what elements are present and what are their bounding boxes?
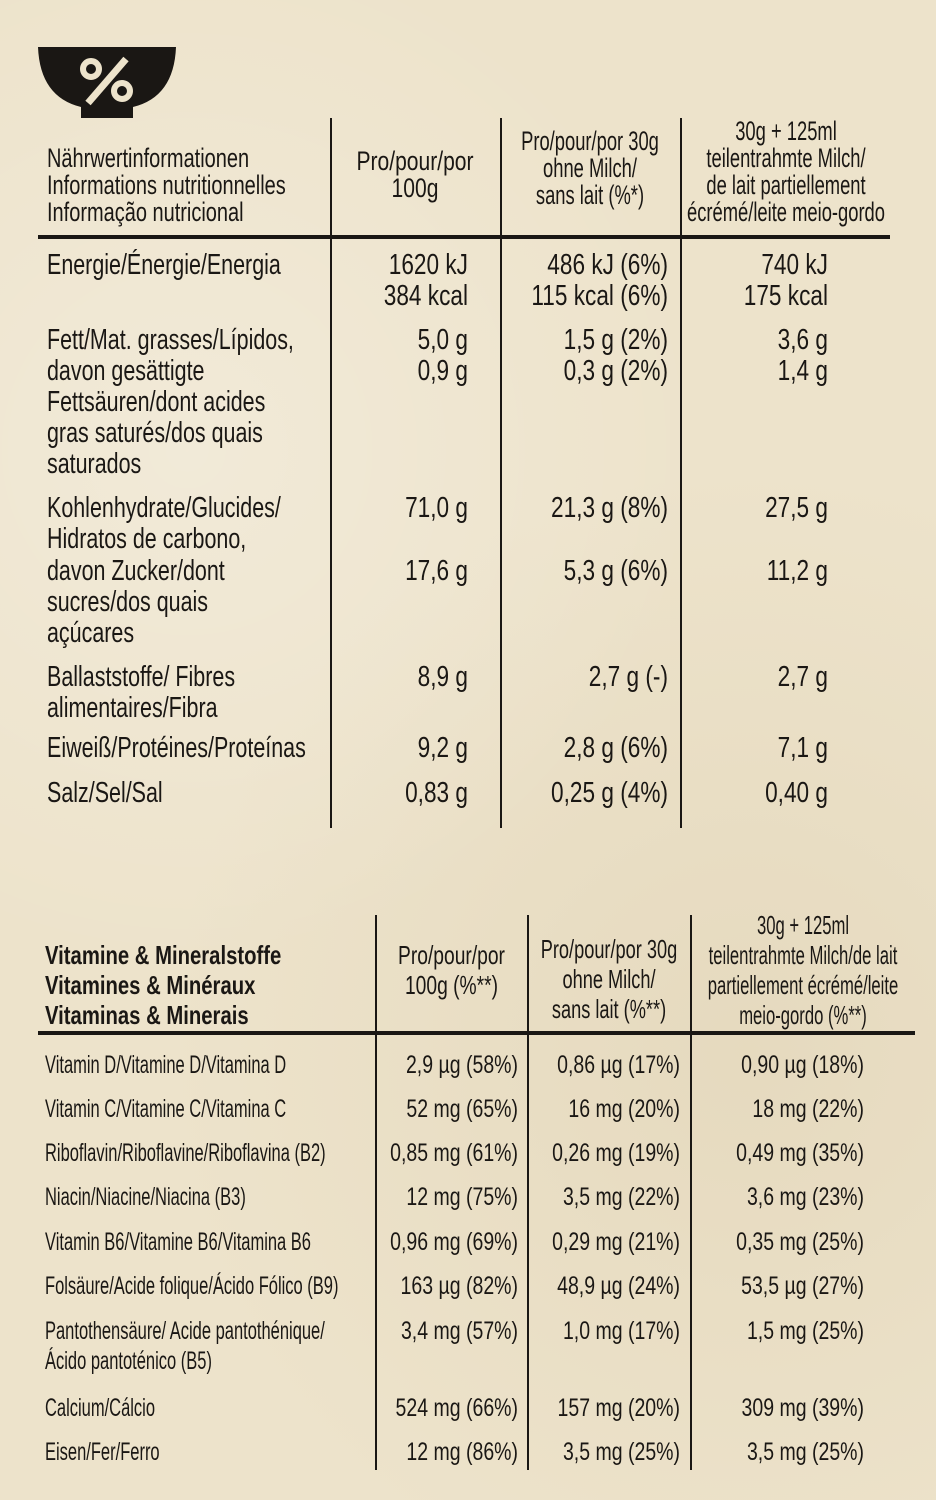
column-divider <box>330 118 332 828</box>
row-value: 2,7 g <box>777 661 828 693</box>
row-value: 1,0 mg (17%) <box>562 1317 680 1345</box>
row-value: 2,8 g (6%) <box>563 732 668 764</box>
row-label: Eiweiß/Protéines/Proteínas <box>47 732 306 764</box>
row-value: 309 mg (39%) <box>741 1394 864 1422</box>
row-value: 740 kJ 175 kcal <box>743 249 828 312</box>
row-value: 27,5 g <box>765 492 828 524</box>
row-value: 48,9 µg (24%) <box>557 1272 680 1300</box>
header-with-milk: 30g + 125ml teilentrahmte Milch/de lait … <box>707 910 899 1030</box>
row-value: 0,85 mg (61%) <box>390 1139 518 1167</box>
row-label: Calcium/Cálcio <box>45 1394 156 1422</box>
header-divider <box>38 235 890 239</box>
row-value: 0,9 g <box>417 355 468 387</box>
row-value: 11,2 g <box>766 555 828 587</box>
row-value: 9,2 g <box>417 732 468 764</box>
row-value: 21,3 g (8%) <box>551 492 668 524</box>
row-value: 0,83 g <box>405 777 468 809</box>
header-divider <box>38 1031 915 1035</box>
percent-bowl-icon <box>38 47 176 118</box>
row-label: Kohlenhydrate/Glucides/ Hidratos de carb… <box>47 492 281 555</box>
row-value: 1,5 g (2%) <box>563 324 668 356</box>
row-label: Vitamin B6/Vitamine B6/Vitamina B6 <box>45 1228 311 1256</box>
row-value: 3,5 mg (25%) <box>562 1438 680 1466</box>
row-label: davon gesättigte Fettsäuren/dont acides … <box>47 355 266 480</box>
row-value: 8,9 g <box>417 661 468 693</box>
row-label: Folsäure/Acide folique/Ácido Fólico (B9) <box>45 1272 339 1300</box>
row-value: 1620 kJ 384 kcal <box>383 249 468 312</box>
row-value: 486 kJ (6%) 115 kcal (6%) <box>531 249 668 312</box>
column-divider <box>500 118 502 828</box>
header-per-100g: Pro/pour/por 100g (%**) <box>398 940 505 1000</box>
row-value: 0,49 mg (35%) <box>736 1139 864 1167</box>
row-label: Vitamin D/Vitamine D/Vitamina D <box>45 1051 287 1079</box>
row-label: Niacin/Niacine/Niacina (B3) <box>45 1183 246 1211</box>
row-label: Pantothensäure/ Acide pantothénique/ Áci… <box>45 1317 325 1375</box>
row-value: 0,86 µg (17%) <box>557 1051 680 1079</box>
row-value: 1,4 g <box>777 355 828 387</box>
column-divider <box>375 915 377 1470</box>
row-label: Riboflavin/Riboflavine/Riboflavina (B2) <box>45 1139 326 1167</box>
column-divider <box>527 915 529 1470</box>
header-with-milk: 30g + 125ml teilentrahmte Milch/ de lait… <box>687 116 885 227</box>
column-divider <box>690 915 692 1470</box>
row-label: Vitamin C/Vitamine C/Vitamina C <box>45 1095 287 1123</box>
row-value: 3,6 mg (23%) <box>746 1183 864 1211</box>
row-value: 12 mg (75%) <box>406 1183 518 1211</box>
row-label: davon Zucker/dont sucres/dos quais açúca… <box>47 555 225 649</box>
row-value: 52 mg (65%) <box>406 1095 518 1123</box>
row-value: 3,6 g <box>777 324 828 356</box>
row-value: 3,4 mg (57%) <box>400 1317 518 1345</box>
row-label: Salz/Sel/Sal <box>47 777 163 809</box>
row-value: 5,0 g <box>417 324 468 356</box>
row-value: 157 mg (20%) <box>557 1394 680 1422</box>
header-per-100g: Pro/pour/por 100g <box>356 146 474 203</box>
header-nutrient: Nährwertinformationen Informations nutri… <box>47 143 286 227</box>
row-value: 0,26 mg (19%) <box>552 1139 680 1167</box>
row-value: 2,9 µg (58%) <box>405 1051 518 1079</box>
row-value: 0,90 µg (18%) <box>741 1051 864 1079</box>
row-value: 7,1 g <box>777 732 828 764</box>
row-value: 0,29 mg (21%) <box>552 1228 680 1256</box>
row-label: Ballaststoffe/ Fibres alimentaires/Fibra <box>47 661 236 724</box>
row-value: 2,7 g (-) <box>588 661 668 693</box>
row-label: Fett/Mat. grasses/Lípidos, <box>47 324 294 356</box>
row-value: 0,35 mg (25%) <box>736 1228 864 1256</box>
header-per-30g: Pro/pour/por 30g ohne Milch/ sans lait (… <box>521 126 659 210</box>
row-value: 163 µg (82%) <box>400 1272 518 1300</box>
row-value: 18 mg (22%) <box>752 1095 864 1123</box>
header-vitamin: Vitamine & Mineralstoffe Vitamines & Min… <box>45 940 282 1030</box>
row-value: 16 mg (20%) <box>568 1095 680 1123</box>
row-value: 53,5 µg (27%) <box>741 1272 864 1300</box>
row-label: Energie/Énergie/Energia <box>47 249 281 281</box>
row-value: 71,0 g <box>405 492 468 524</box>
row-value: 3,5 mg (22%) <box>562 1183 680 1211</box>
row-value: 1,5 mg (25%) <box>746 1317 864 1345</box>
row-value: 17,6 g <box>405 555 468 587</box>
column-divider <box>680 118 682 828</box>
row-value: 524 mg (66%) <box>395 1394 518 1422</box>
row-value: 3,5 mg (25%) <box>746 1438 864 1466</box>
row-value: 0,96 mg (69%) <box>390 1228 518 1256</box>
row-value: 0,25 g (4%) <box>551 777 668 809</box>
row-value: 12 mg (86%) <box>406 1438 518 1466</box>
row-value: 0,3 g (2%) <box>563 355 668 387</box>
row-value: 5,3 g (6%) <box>563 555 668 587</box>
row-value: 0,40 g <box>765 777 828 809</box>
header-per-30g: Pro/pour/por 30g ohne Milch/ sans lait (… <box>540 934 678 1024</box>
row-label: Eisen/Fer/Ferro <box>45 1438 160 1466</box>
